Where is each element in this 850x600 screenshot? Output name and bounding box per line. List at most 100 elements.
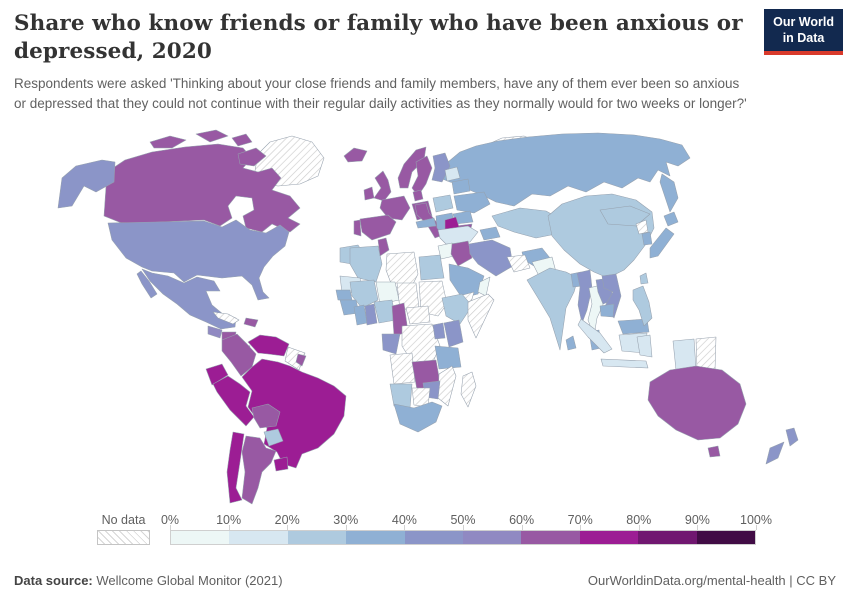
world-map-container	[0, 120, 850, 510]
legend-tick	[638, 525, 640, 530]
legend-segment-50-60%[interactable]	[463, 531, 522, 544]
country-sweden[interactable]	[411, 155, 433, 197]
owid-link[interactable]: OurWorldinData.org/mental-health | CC BY	[587, 573, 836, 588]
country-cuba[interactable]	[212, 311, 240, 325]
country-iraq[interactable]	[450, 240, 473, 267]
legend-segment-10-20%[interactable]	[229, 531, 288, 544]
legend-segment-40-50%[interactable]	[404, 531, 464, 544]
country-new-zealand-south[interactable]	[765, 441, 785, 465]
country-mozambique[interactable]	[437, 365, 457, 407]
country-congo[interactable]	[381, 333, 401, 355]
country-french-guiana[interactable]	[295, 353, 307, 367]
country-finland[interactable]	[431, 152, 451, 183]
country-spain[interactable]	[359, 214, 397, 241]
country-caucasus[interactable]	[479, 226, 501, 241]
country-australia[interactable]	[647, 365, 747, 441]
country-tunisia[interactable]	[377, 237, 390, 257]
country-angola[interactable]	[389, 352, 416, 385]
country-turkmenistan[interactable]	[506, 254, 531, 273]
country-united-states[interactable]	[107, 219, 290, 301]
legend-tick	[521, 525, 523, 530]
country-north-korea[interactable]	[635, 219, 649, 235]
country-philippines[interactable]	[632, 285, 653, 327]
country-guatemala[interactable]	[207, 325, 223, 339]
country-egypt[interactable]	[418, 254, 445, 281]
country-bolivia[interactable]	[251, 403, 281, 429]
legend-segment-30-40%[interactable]	[346, 531, 405, 544]
country-japan-hokkaido[interactable]	[663, 211, 679, 227]
country-ghana[interactable]	[364, 303, 378, 326]
legend-segment-70-80%[interactable]	[579, 531, 639, 544]
country-canada-arctic-1[interactable]	[149, 135, 187, 149]
country-madagascar[interactable]	[460, 371, 477, 408]
country-alaska[interactable]	[57, 159, 116, 209]
country-canada-baffin[interactable]	[237, 147, 267, 167]
country-china[interactable]	[547, 193, 655, 279]
country-cambodia[interactable]	[599, 303, 615, 318]
country-denmark[interactable]	[412, 189, 424, 202]
legend-no-data-swatch[interactable]	[97, 530, 150, 545]
country-namibia[interactable]	[389, 383, 413, 409]
legend-segment-60-70%[interactable]	[521, 531, 580, 544]
country-paraguay[interactable]	[263, 428, 284, 447]
country-united-kingdom[interactable]	[373, 170, 392, 202]
country-mongolia[interactable]	[599, 205, 651, 227]
country-ireland[interactable]	[363, 186, 375, 201]
country-japan-honshu[interactable]	[649, 227, 675, 259]
country-ethiopia[interactable]	[441, 293, 473, 325]
country-baltic-states[interactable]	[444, 166, 461, 182]
country-canada-arctic-2[interactable]	[195, 129, 229, 143]
legend-tick-label: 70%	[567, 513, 593, 527]
country-canada[interactable]	[103, 143, 301, 233]
country-russia[interactable]	[439, 132, 691, 207]
legend-segment-80-90%[interactable]	[638, 531, 697, 544]
country-russia-kamchatka[interactable]	[659, 173, 679, 213]
country-uganda[interactable]	[432, 322, 446, 340]
country-indonesia-java[interactable]	[600, 358, 649, 369]
legend-segment-20-30%[interactable]	[287, 531, 347, 544]
country-chile[interactable]	[226, 431, 245, 504]
country-sri-lanka[interactable]	[565, 335, 577, 351]
legend-segment-90-100%[interactable]	[696, 531, 756, 544]
country-taiwan[interactable]	[639, 272, 649, 285]
country-algeria[interactable]	[349, 245, 383, 283]
country-turkey[interactable]	[437, 225, 479, 245]
country-indonesia-sumatra[interactable]	[577, 318, 613, 354]
country-iceland[interactable]	[343, 147, 368, 163]
country-india[interactable]	[526, 267, 579, 351]
country-south-africa[interactable]	[393, 401, 443, 433]
country-portugal[interactable]	[353, 219, 362, 237]
country-new-zealand-north[interactable]	[785, 427, 799, 447]
country-south-korea[interactable]	[641, 231, 653, 246]
country-argentina[interactable]	[241, 435, 277, 505]
country-indonesia-sulawesi[interactable]	[636, 334, 653, 358]
country-kenya[interactable]	[443, 319, 464, 348]
country-belarus[interactable]	[451, 178, 471, 195]
country-uruguay[interactable]	[273, 456, 289, 472]
country-venezuela[interactable]	[247, 334, 290, 357]
country-mexico-baja[interactable]	[136, 270, 158, 299]
country-ukraine[interactable]	[453, 191, 491, 214]
country-central-african-republic[interactable]	[405, 305, 431, 325]
legend-tick	[404, 525, 406, 530]
legend-segment-0-10%[interactable]	[171, 531, 230, 544]
country-saudi-arabia[interactable]	[448, 263, 485, 299]
country-dominican-republic[interactable]	[243, 317, 259, 328]
country-papua-new-guinea[interactable]	[695, 336, 717, 371]
country-peru[interactable]	[212, 375, 255, 427]
country-australia-tasmania[interactable]	[707, 445, 721, 458]
country-indonesia-papua[interactable]	[672, 338, 697, 371]
country-canada-arctic-3[interactable]	[231, 133, 253, 147]
country-myanmar[interactable]	[576, 269, 593, 324]
country-senegal[interactable]	[335, 289, 353, 301]
owid-logo[interactable]: Our World in Data	[764, 9, 843, 56]
country-malaysia-borneo[interactable]	[617, 318, 650, 335]
country-tanzania[interactable]	[434, 345, 462, 370]
country-poland[interactable]	[432, 194, 454, 213]
country-czechia[interactable]	[415, 217, 437, 229]
country-mali[interactable]	[349, 279, 379, 309]
country-france[interactable]	[379, 195, 411, 221]
country-iran[interactable]	[468, 239, 514, 277]
country-somalia[interactable]	[467, 293, 495, 339]
country-ecuador[interactable]	[205, 363, 229, 386]
